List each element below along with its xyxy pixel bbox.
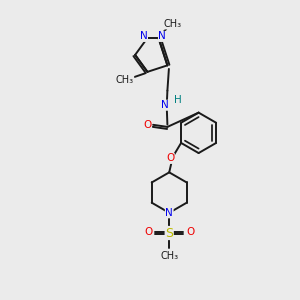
Text: N: N <box>165 208 173 218</box>
Text: CH₃: CH₃ <box>116 75 134 85</box>
Text: O: O <box>166 153 174 164</box>
Text: O: O <box>144 227 152 237</box>
Text: O: O <box>186 227 194 237</box>
Text: S: S <box>165 226 173 239</box>
Text: O: O <box>143 120 151 130</box>
Text: N: N <box>160 100 168 110</box>
Text: CH₃: CH₃ <box>164 19 182 29</box>
Text: CH₃: CH₃ <box>160 251 178 261</box>
Text: H: H <box>174 94 182 105</box>
Text: N: N <box>158 32 166 41</box>
Text: N: N <box>140 32 148 41</box>
